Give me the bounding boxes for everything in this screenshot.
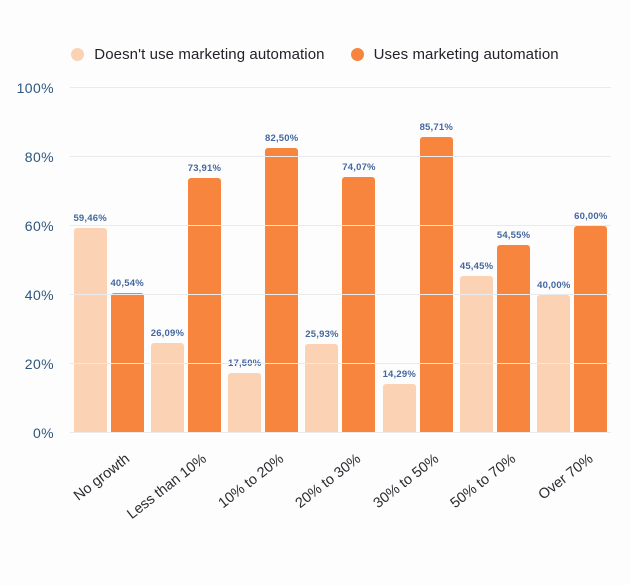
bar-value-label: 82,50%: [265, 133, 299, 145]
bar: [537, 295, 571, 433]
chart-legend: Doesn't use marketing automation Uses ma…: [0, 46, 630, 63]
bar-column: 59,46%: [73, 88, 107, 433]
x-axis-category-label: 20% to 30%: [292, 451, 365, 512]
bar-value-label: 54,55%: [496, 229, 531, 241]
x-label-cell: 20% to 30%: [293, 437, 379, 557]
bar-column: 60,00%: [574, 88, 607, 433]
gridline: [70, 87, 611, 88]
x-label-cell: 30% to 50%: [370, 437, 456, 557]
bar-value-label: 26,09%: [150, 328, 185, 339]
x-label-cell: 50% to 70%: [447, 437, 533, 557]
bar-group: 14,29% 85,71%: [379, 88, 456, 433]
bar-column: 45,45%: [460, 88, 493, 433]
bar: [73, 227, 107, 433]
x-axis-category-label: 30% to 50%: [370, 451, 442, 512]
bar-column: 74,07%: [342, 88, 376, 433]
bar-column: 82,50%: [265, 88, 298, 433]
y-axis-tick-label: 80%: [24, 149, 54, 165]
bar-value-label: 60,00%: [574, 211, 608, 222]
y-axis: 0% 20% 40% 60% 80% 100%: [0, 80, 62, 441]
bar: [228, 372, 262, 433]
bar-column: 26,09%: [151, 88, 184, 433]
bar-column: 17,50%: [228, 88, 261, 433]
bar-value-label: 40,00%: [537, 280, 571, 291]
legend-dot-uses: [350, 48, 364, 61]
x-axis-category-label: Over 70%: [535, 451, 597, 504]
bar-value-label: 59,46%: [73, 212, 107, 224]
bar-group: 26,09% 73,91%: [147, 88, 224, 433]
legend-label-doesnt-use: Doesn't use marketing automation: [94, 46, 325, 63]
bar-value-label: 45,45%: [459, 261, 494, 273]
bar-group: 25,93% 74,07%: [302, 88, 379, 433]
legend-item-uses: Uses marketing automation: [350, 46, 559, 63]
bar-value-label: 25,93%: [305, 328, 339, 340]
bar: [265, 148, 299, 433]
bar: [342, 177, 376, 433]
bar-column: 14,29%: [383, 88, 416, 433]
gridline: [70, 156, 611, 157]
x-axis-category-label: 50% to 70%: [447, 451, 519, 512]
bar: [497, 244, 531, 433]
bar: [574, 226, 608, 433]
gridline: [70, 432, 611, 433]
bar-column: 73,91%: [188, 88, 221, 433]
x-label-cell: No growth: [70, 437, 147, 557]
bar: [305, 343, 339, 433]
gridline: [70, 294, 611, 295]
x-label-cell: Less than 10%: [124, 437, 224, 557]
x-label-cell: 10% to 20%: [216, 437, 302, 557]
bar-value-label: 85,71%: [419, 122, 453, 134]
y-axis-tick-label: 40%: [24, 287, 54, 303]
legend-dot-doesnt-use: [71, 48, 85, 61]
legend-label-uses: Uses marketing automation: [373, 46, 559, 63]
bar-groups: 59,46% 40,54% 26,09% 73,91% 17,50% 82,50% 25,9…: [70, 88, 611, 433]
y-axis-tick-label: 20%: [24, 356, 54, 372]
bar: [419, 137, 453, 433]
bar-column: 54,55%: [497, 88, 530, 433]
x-axis-category-label: No growth: [70, 451, 133, 505]
bar-group: 40,00% 60,00%: [534, 88, 611, 433]
bar-column: 40,00%: [537, 88, 570, 433]
bar-column: 85,71%: [420, 88, 453, 433]
x-axis-category-label: 10% to 20%: [215, 451, 288, 512]
bar: [382, 383, 416, 433]
y-axis-tick-label: 100%: [16, 80, 54, 96]
x-label-cell: Over 70%: [534, 437, 611, 557]
bar-group: 17,50% 82,50%: [225, 88, 302, 433]
bar: [460, 276, 494, 433]
gridline: [70, 363, 611, 364]
y-axis-tick-label: 0%: [32, 425, 54, 441]
bar: [150, 343, 184, 433]
bar-column: 25,93%: [305, 88, 339, 433]
bar-value-label: 74,07%: [342, 162, 376, 174]
x-axis-labels: No growth Less than 10% 10% to 20% 20% to 3…: [70, 437, 611, 557]
gridline: [70, 225, 611, 226]
bar-value-label: 73,91%: [187, 163, 222, 175]
y-axis-tick-label: 60%: [24, 218, 54, 234]
legend-item-doesnt-use: Doesn't use marketing automation: [71, 46, 325, 63]
bar-value-label: 14,29%: [382, 368, 416, 380]
bar-value-label: 40,54%: [110, 278, 144, 290]
bar-group: 45,45% 54,55%: [456, 88, 533, 433]
bar-column: 40,54%: [110, 88, 144, 433]
bar-group: 59,46% 40,54%: [70, 88, 147, 433]
bar: [187, 178, 221, 433]
plot-area: 59,46% 40,54% 26,09% 73,91% 17,50% 82,50% 25,9…: [70, 87, 611, 433]
